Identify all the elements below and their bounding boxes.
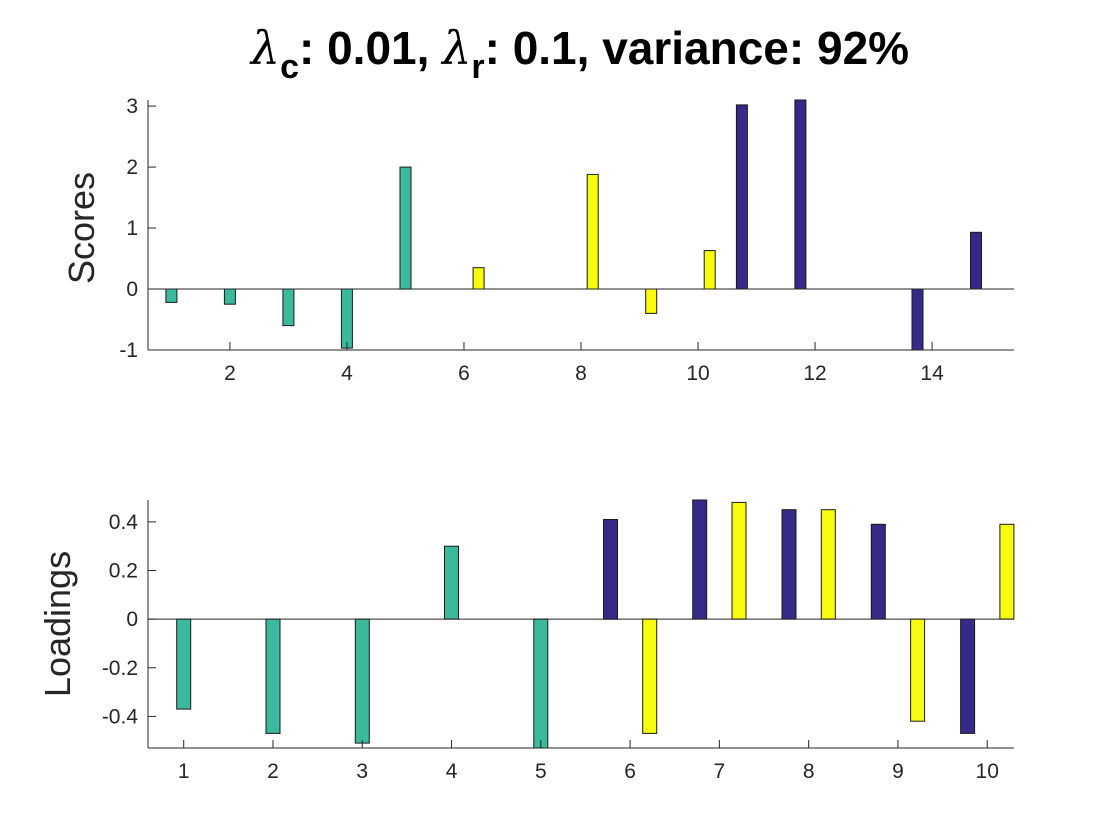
loadings-xtick-label: 2 bbox=[267, 760, 279, 783]
loadings-bar-4 bbox=[533, 618, 549, 749]
loadings-xtick-label: 9 bbox=[892, 760, 904, 783]
scores-ytick-label: 3 bbox=[126, 95, 138, 118]
title-part1: : 0.01, bbox=[299, 22, 442, 74]
scores-xtick-label: 10 bbox=[686, 362, 709, 385]
loadings-bar-11 bbox=[692, 499, 708, 620]
scores-bar-10 bbox=[794, 99, 807, 290]
scores-ylabel: Scores bbox=[61, 172, 102, 284]
loadings-ylabel: Loadings bbox=[37, 551, 78, 697]
scores-bar-2 bbox=[282, 288, 295, 327]
scores-bar-11 bbox=[911, 288, 924, 351]
loadings-xtick-label: 3 bbox=[356, 760, 368, 783]
scores-xtick-label: 6 bbox=[458, 362, 470, 385]
scores-bar-12 bbox=[970, 231, 982, 290]
scores-ytick-label: 0 bbox=[126, 278, 138, 301]
title-subscript-r: r bbox=[471, 48, 484, 86]
scores-bar-5 bbox=[472, 267, 485, 290]
scores-bar-4 bbox=[399, 166, 412, 290]
scores-ytick-label: 2 bbox=[126, 156, 138, 179]
scores-xtick-label: 14 bbox=[920, 362, 944, 385]
scores-xtick-label: 2 bbox=[224, 362, 236, 385]
title-lambda-r: λ bbox=[440, 21, 471, 75]
loadings-bar-6 bbox=[731, 501, 747, 620]
scores-bar-3 bbox=[340, 288, 353, 349]
loadings-xtick-label: 6 bbox=[624, 760, 636, 783]
loadings-ytick-label: 0 bbox=[126, 608, 138, 631]
loadings-xtick-label: 7 bbox=[714, 760, 726, 783]
loadings-bar-9 bbox=[999, 523, 1015, 620]
loadings-bar-0 bbox=[176, 618, 192, 710]
scores-xtick-label: 8 bbox=[575, 362, 587, 385]
loadings-xtick-label: 1 bbox=[178, 760, 190, 783]
loadings-xtick-label: 10 bbox=[976, 760, 999, 783]
scores-ytick-label: -1 bbox=[119, 339, 138, 362]
loadings-bar-7 bbox=[820, 509, 836, 620]
loadings-axes: 1 2 3 4 5 6 7 8 9 10 -0.4 -0.2 0 0.2 0.4 bbox=[102, 499, 1015, 783]
loadings-bar-5 bbox=[642, 618, 658, 734]
loadings-bar-12 bbox=[781, 509, 797, 620]
scores-bar-7 bbox=[645, 288, 658, 314]
scores-bar-0 bbox=[165, 288, 178, 303]
loadings-bar-10 bbox=[603, 519, 618, 620]
loadings-bar-1 bbox=[265, 618, 281, 734]
scores-ytick-label: 1 bbox=[126, 217, 138, 240]
loadings-bar-8 bbox=[910, 618, 926, 722]
scores-bar-9 bbox=[735, 104, 748, 290]
loadings-ytick-label: 0.2 bbox=[109, 560, 138, 583]
scores-xtick-label: 12 bbox=[803, 362, 826, 385]
title-lambda-c: λ bbox=[249, 21, 280, 75]
loadings-bar-13 bbox=[870, 523, 886, 620]
chart-title: λc: 0.01, λr: 0.1, variance: 92% bbox=[249, 21, 909, 86]
scores-bar-1 bbox=[223, 288, 236, 305]
loadings-bar-14 bbox=[960, 618, 976, 734]
loadings-ytick-label: -0.4 bbox=[102, 705, 139, 728]
scores-bar-8 bbox=[703, 250, 716, 290]
loadings-xtick-label: 8 bbox=[803, 760, 815, 783]
loadings-xtick-label: 5 bbox=[535, 760, 547, 783]
loadings-bar-2 bbox=[354, 618, 370, 744]
loadings-xtick-label: 4 bbox=[446, 760, 458, 783]
title-part2: : 0.1, variance: 92% bbox=[485, 22, 909, 74]
loadings-bar-3 bbox=[444, 545, 459, 620]
scores-xtick-label: 4 bbox=[341, 362, 353, 385]
loadings-ytick-label: 0.4 bbox=[109, 511, 139, 534]
title-subscript-c: c bbox=[280, 48, 299, 86]
loadings-ytick-label: -0.2 bbox=[102, 657, 138, 680]
scores-bar-6 bbox=[586, 173, 599, 290]
